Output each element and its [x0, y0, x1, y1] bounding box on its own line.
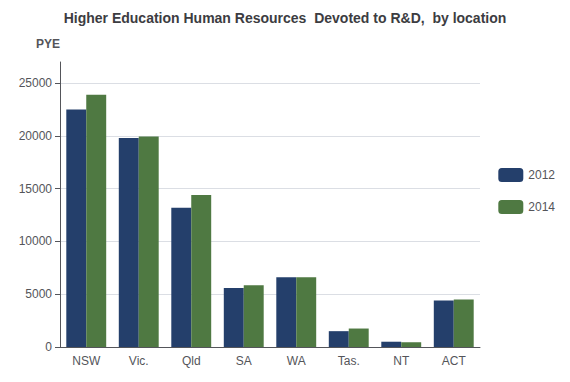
svg-text:2014: 2014 [528, 200, 555, 214]
svg-text:2012: 2012 [528, 168, 555, 182]
svg-text:Tas.: Tas. [338, 354, 360, 368]
svg-text:5000: 5000 [25, 287, 52, 301]
svg-text:20000: 20000 [19, 129, 53, 143]
svg-text:Qld: Qld [182, 354, 201, 368]
svg-text:WA: WA [287, 354, 306, 368]
svg-text:10000: 10000 [19, 234, 53, 248]
svg-text:PYE: PYE [36, 37, 60, 51]
svg-text:0: 0 [45, 340, 52, 354]
svg-text:Vic.: Vic. [129, 354, 149, 368]
svg-text:NT: NT [393, 354, 410, 368]
svg-text:15000: 15000 [19, 182, 53, 196]
svg-text:Higher Education Human Resourc: Higher Education Human Resources Devoted… [64, 10, 507, 26]
svg-text:ACT: ACT [442, 354, 467, 368]
svg-text:NSW: NSW [72, 354, 101, 368]
svg-text:SA: SA [236, 354, 252, 368]
svg-text:25000: 25000 [19, 76, 53, 90]
